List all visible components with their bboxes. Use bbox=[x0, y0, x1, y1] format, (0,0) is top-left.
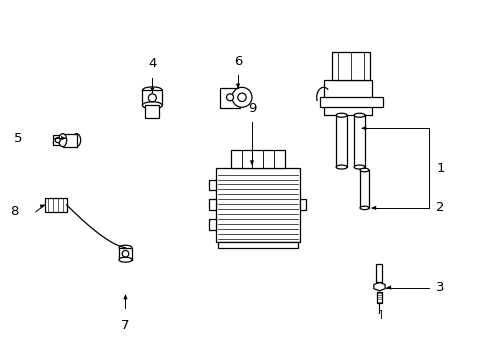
Polygon shape bbox=[361, 126, 366, 130]
Bar bbox=[376, 265, 382, 282]
Bar bbox=[217, 242, 298, 248]
Polygon shape bbox=[373, 282, 384, 291]
Bar bbox=[208, 180, 215, 190]
Ellipse shape bbox=[359, 168, 368, 172]
Ellipse shape bbox=[359, 206, 368, 210]
Bar bbox=[208, 219, 215, 230]
Bar bbox=[45, 198, 66, 212]
Polygon shape bbox=[371, 206, 375, 210]
Text: 5: 5 bbox=[14, 132, 23, 145]
Bar bbox=[335, 115, 346, 167]
Circle shape bbox=[55, 138, 60, 143]
Bar bbox=[215, 167, 300, 242]
Ellipse shape bbox=[119, 257, 132, 262]
Polygon shape bbox=[150, 88, 154, 92]
Bar bbox=[119, 248, 132, 260]
Bar bbox=[220, 88, 240, 108]
Ellipse shape bbox=[335, 113, 346, 117]
Ellipse shape bbox=[59, 134, 66, 147]
Bar bbox=[53, 135, 62, 145]
Bar bbox=[142, 90, 162, 105]
Bar bbox=[331, 53, 369, 80]
Polygon shape bbox=[40, 205, 45, 208]
Text: 2: 2 bbox=[435, 201, 444, 215]
Circle shape bbox=[122, 251, 128, 257]
Text: 8: 8 bbox=[10, 205, 19, 219]
Text: 7: 7 bbox=[121, 319, 129, 332]
Ellipse shape bbox=[335, 165, 346, 169]
Text: 9: 9 bbox=[247, 102, 256, 115]
Ellipse shape bbox=[142, 102, 162, 109]
Bar bbox=[300, 199, 305, 210]
Bar bbox=[145, 105, 159, 118]
Text: 6: 6 bbox=[233, 55, 242, 68]
Ellipse shape bbox=[353, 113, 364, 117]
Bar bbox=[353, 115, 364, 167]
Text: 3: 3 bbox=[435, 281, 444, 294]
Circle shape bbox=[232, 87, 251, 107]
Bar bbox=[319, 97, 383, 107]
Polygon shape bbox=[123, 294, 127, 299]
Bar bbox=[359, 170, 368, 208]
Text: 1: 1 bbox=[435, 162, 444, 175]
Ellipse shape bbox=[73, 134, 81, 147]
Bar bbox=[230, 150, 285, 167]
Bar bbox=[208, 199, 215, 210]
Circle shape bbox=[226, 94, 233, 101]
Polygon shape bbox=[61, 136, 65, 140]
Circle shape bbox=[148, 94, 156, 102]
Polygon shape bbox=[250, 161, 253, 165]
Ellipse shape bbox=[353, 165, 364, 169]
Circle shape bbox=[237, 93, 245, 102]
Polygon shape bbox=[236, 84, 239, 88]
Text: 4: 4 bbox=[148, 58, 156, 71]
Bar bbox=[323, 80, 371, 115]
Ellipse shape bbox=[119, 245, 132, 250]
Ellipse shape bbox=[142, 87, 162, 94]
Polygon shape bbox=[386, 286, 390, 289]
Bar bbox=[62, 134, 77, 147]
Bar bbox=[376, 292, 381, 302]
